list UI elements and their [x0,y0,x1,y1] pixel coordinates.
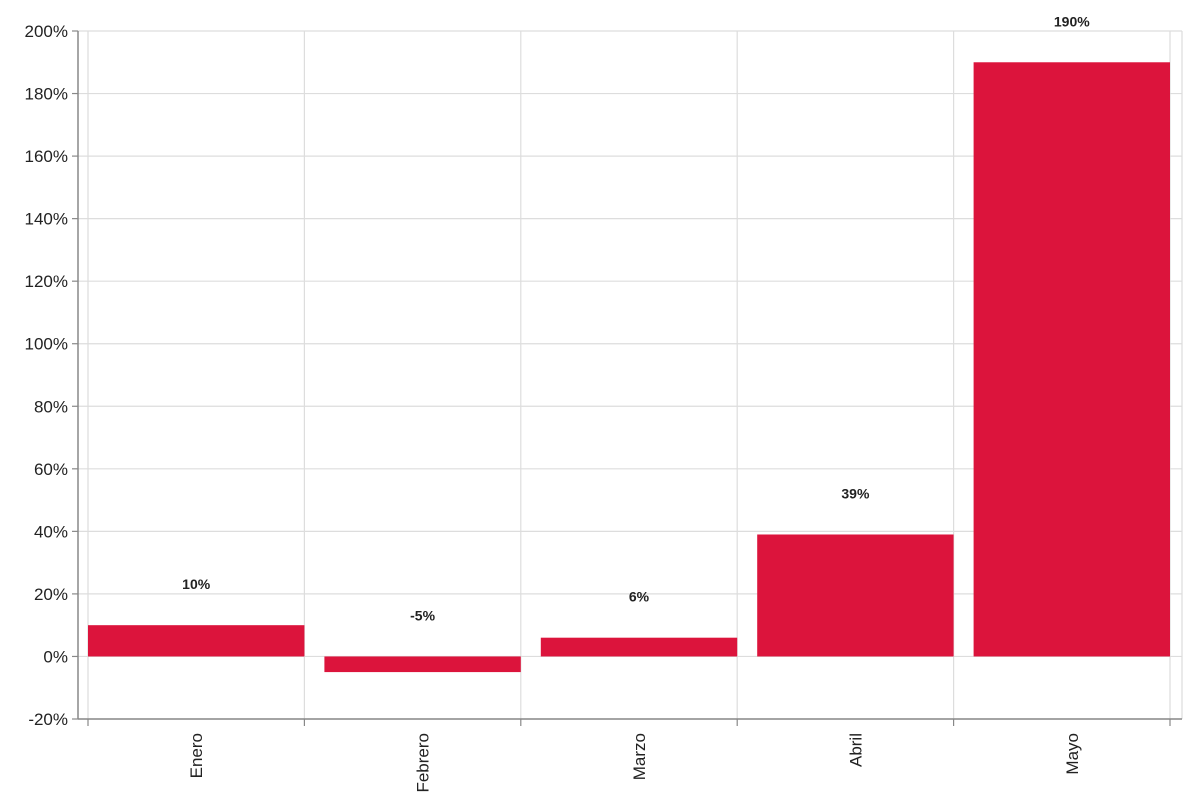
axes [77,31,1182,726]
y-tick-label: 160% [25,147,68,166]
x-category-label: Mayo [1063,733,1082,775]
y-axis-ticks: -20% 0% 20% 40% 60% 80% 100% 120% 140% 160% 180% 20… [25,22,78,729]
x-category-label: Febrero [414,733,433,793]
data-labels: 10% -5% 6% 39% 190% [182,13,1090,623]
y-tick-label: 140% [25,210,68,229]
y-tick-label: 200% [25,22,68,41]
y-tick-label: -20% [28,710,68,729]
data-label: 10% [182,576,211,592]
x-category-label: Enero [187,733,206,778]
bar-marzo[interactable] [540,637,738,657]
bar-abril[interactable] [757,534,954,657]
y-tick-label: 20% [34,585,68,604]
y-tick-label: 60% [34,460,68,479]
data-label: 190% [1054,13,1090,29]
x-axis-labels: Enero Febrero Marzo Abril Mayo [187,733,1082,793]
x-category-label: Marzo [630,733,649,780]
data-label: 6% [629,589,650,605]
y-tick-label: 120% [25,272,68,291]
x-category-label: Abril [846,733,865,767]
bars [88,62,1170,673]
data-label: -5% [410,607,435,623]
bar-enero[interactable] [88,625,305,657]
bar-mayo[interactable] [973,62,1170,657]
bar-febrero[interactable] [324,656,521,673]
y-tick-label: 0% [43,647,68,666]
y-tick-label: 180% [25,85,68,104]
y-tick-label: 100% [25,335,68,354]
y-tick-label: 40% [34,522,68,541]
y-tick-label: 80% [34,397,68,416]
data-label: 39% [841,485,870,501]
